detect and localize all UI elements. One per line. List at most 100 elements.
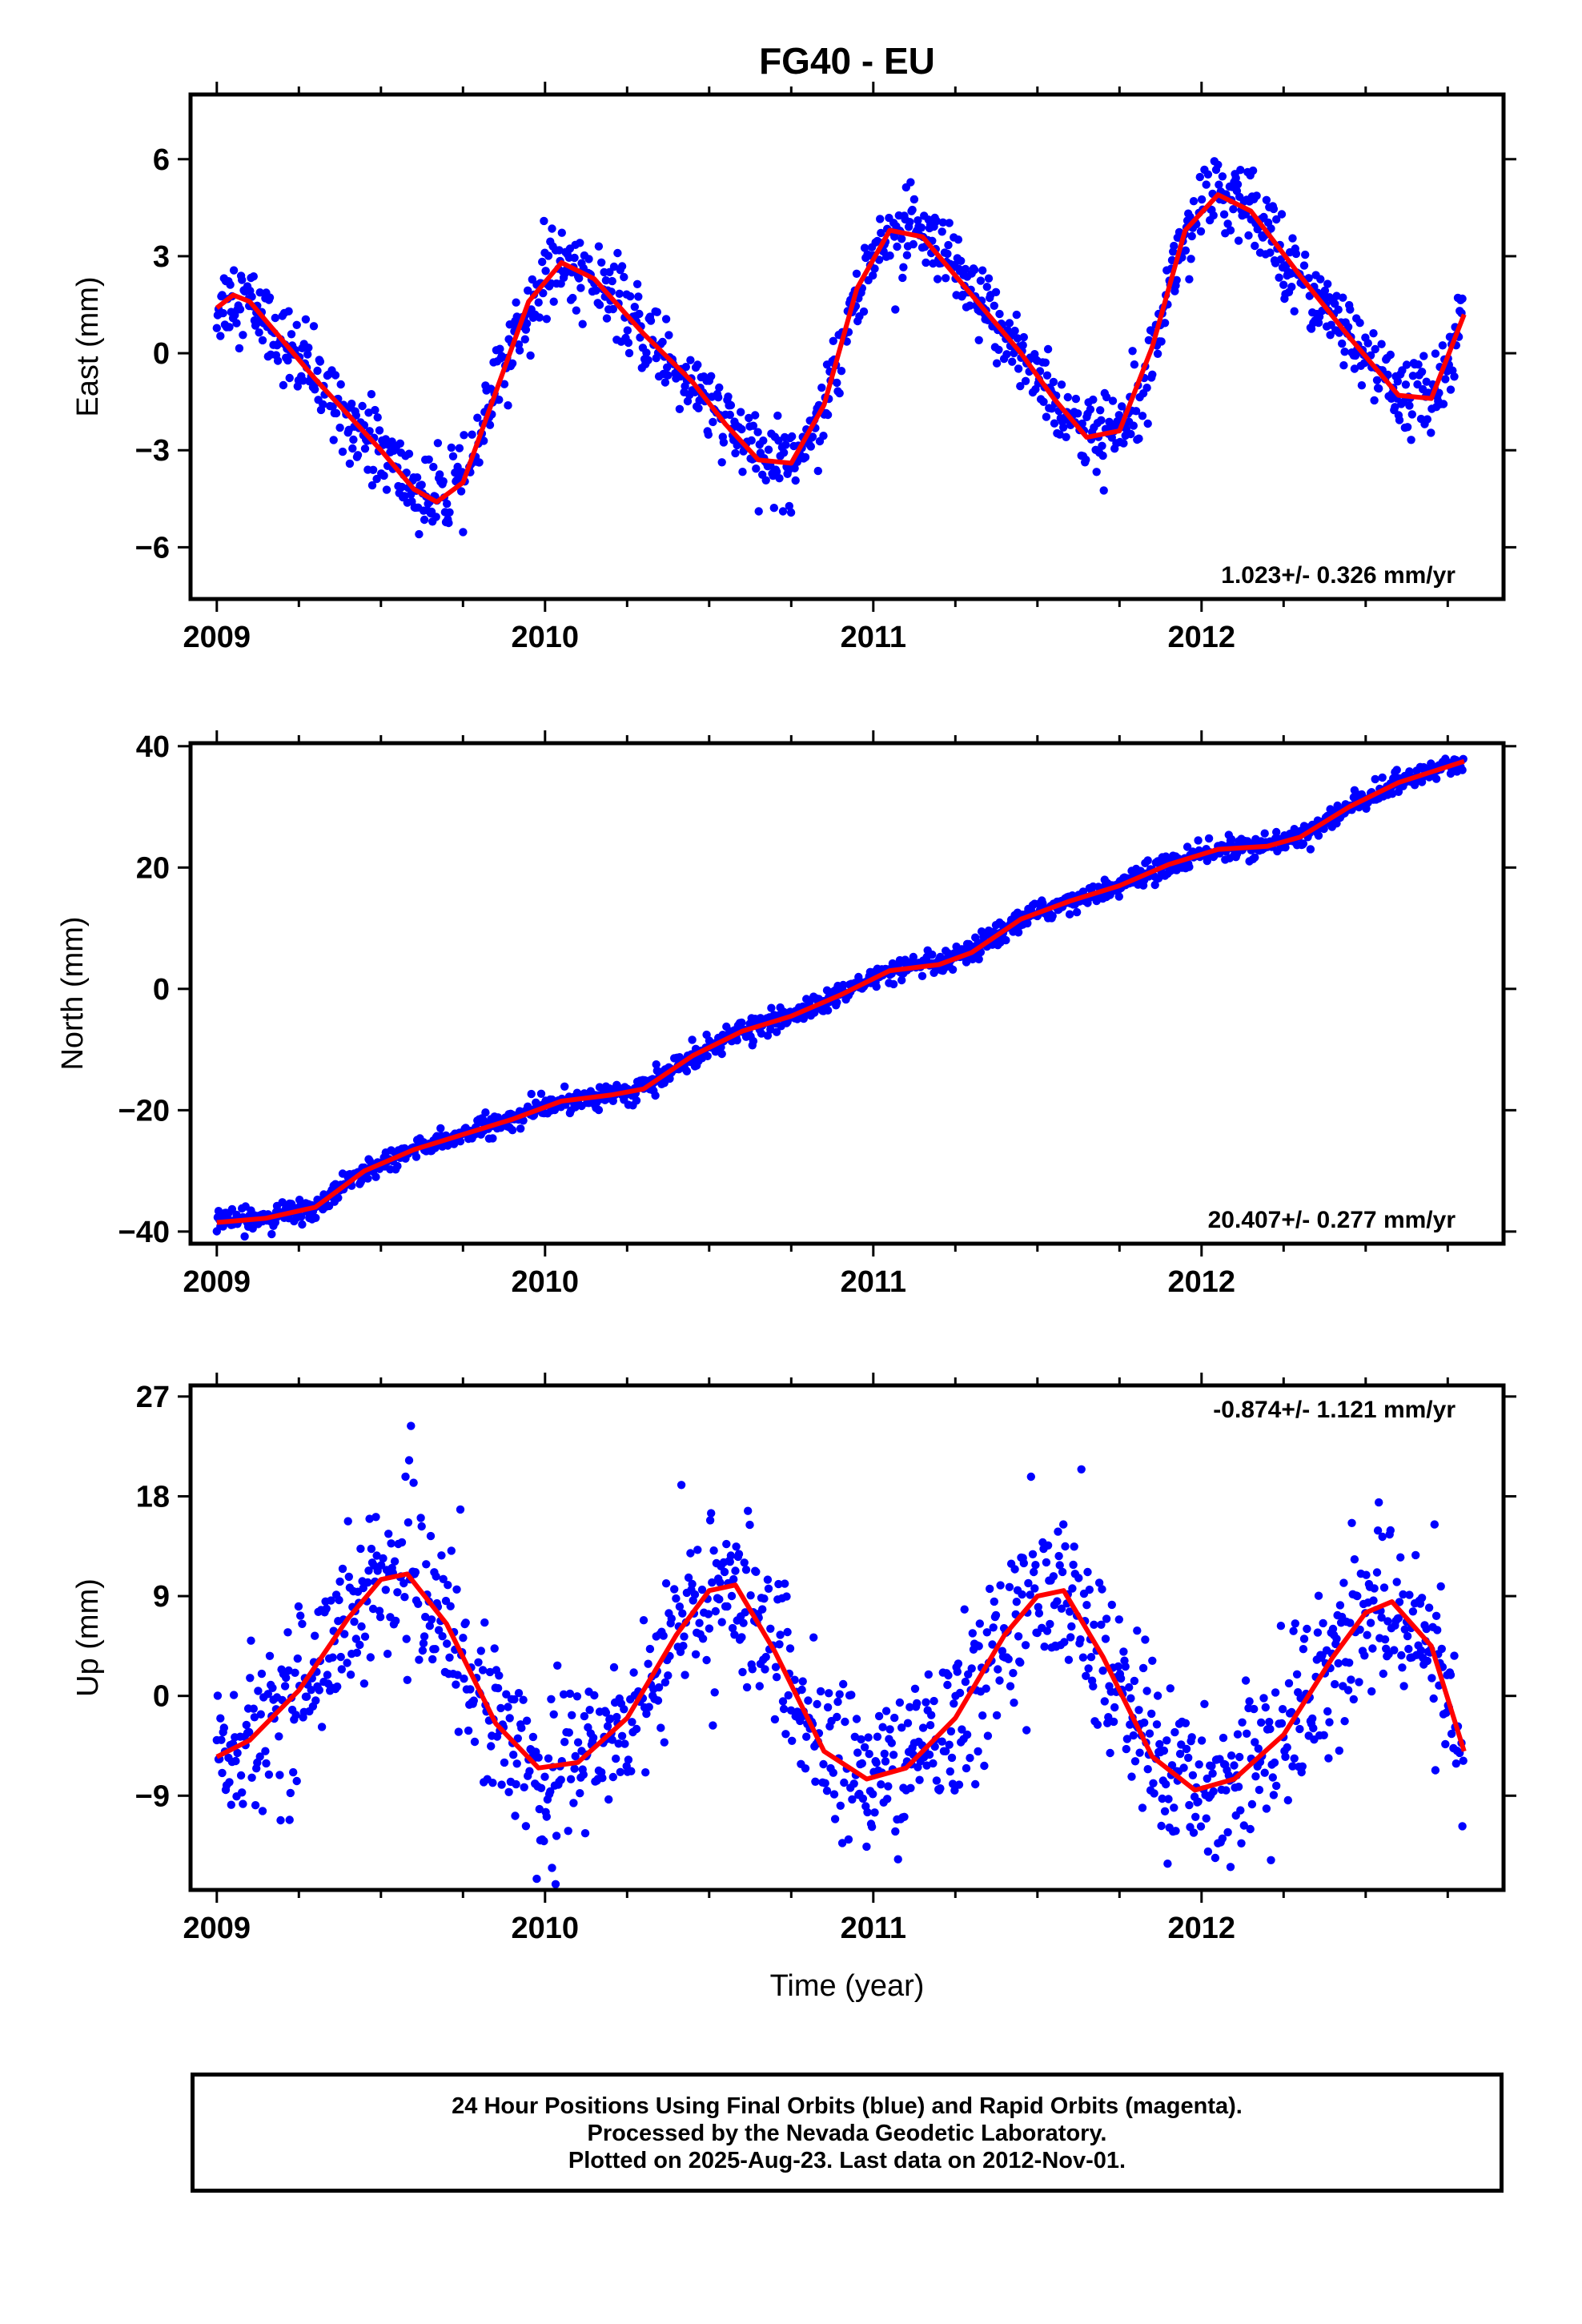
up-data-point <box>1109 1717 1118 1727</box>
up-data-point <box>1040 1642 1049 1651</box>
up-data-point <box>1171 1827 1180 1835</box>
east-data-point <box>753 428 762 436</box>
up-data-point <box>403 1675 412 1684</box>
up-data-point <box>1424 1603 1434 1612</box>
up-data-point <box>1375 1498 1383 1507</box>
up-data-point <box>1148 1656 1157 1665</box>
up-data-point <box>258 1807 267 1815</box>
up-data-point <box>519 1695 528 1704</box>
up-data-point <box>1141 1635 1150 1644</box>
up-data-point <box>1308 1714 1317 1723</box>
east-data-point <box>1181 246 1191 255</box>
up-data-point <box>1404 1644 1413 1654</box>
up-y-tick-label: 27 <box>136 1381 170 1414</box>
up-data-point <box>1153 1691 1162 1700</box>
up-data-point <box>1437 1644 1447 1654</box>
east-data-point <box>1244 231 1253 240</box>
up-data-point <box>1339 1578 1348 1587</box>
east-data-point <box>315 357 325 366</box>
up-data-point <box>779 1704 789 1714</box>
up-data-point <box>400 1593 409 1602</box>
up-data-point <box>1372 1568 1382 1577</box>
up-data-point <box>377 1561 386 1570</box>
up-data-point <box>620 1705 628 1714</box>
up-data-point <box>857 1759 867 1768</box>
east-data-point <box>1391 403 1399 412</box>
north-data-point <box>334 1193 343 1203</box>
east-data-point <box>349 435 358 444</box>
up-data-point <box>864 1733 873 1742</box>
east-data-point <box>576 283 585 292</box>
north-y-tick-label: 0 <box>153 973 170 1007</box>
up-data-point <box>1223 1827 1232 1837</box>
east-data-point <box>874 255 884 264</box>
up-data-point <box>546 1787 555 1796</box>
up-data-point <box>265 1651 275 1660</box>
up-data-point <box>1093 1720 1102 1729</box>
up-data-point <box>840 1778 849 1787</box>
up-data-point <box>932 1776 942 1785</box>
up-data-point <box>829 1768 838 1777</box>
east-data-point <box>726 400 736 410</box>
up-data-point <box>1447 1729 1456 1739</box>
up-data-point <box>942 1747 950 1755</box>
east-data-point <box>779 448 789 457</box>
east-data-point <box>1393 377 1403 386</box>
up-data-point <box>1150 1789 1158 1798</box>
up-data-point <box>1208 1769 1217 1778</box>
up-data-point <box>434 1626 444 1634</box>
east-data-point <box>808 432 817 441</box>
east-data-point <box>1275 273 1283 282</box>
east-data-point <box>1395 416 1404 424</box>
up-data-point <box>1218 1834 1227 1843</box>
up-data-point <box>549 1710 558 1719</box>
up-data-point <box>1392 1578 1401 1586</box>
up-data-point <box>418 1646 428 1655</box>
up-data-point <box>1175 1749 1185 1759</box>
north-data-point <box>393 1161 402 1171</box>
east-data-point <box>1269 204 1279 214</box>
up-data-point <box>420 1632 429 1641</box>
up-data-point <box>1133 1626 1142 1635</box>
up-data-point <box>411 1568 420 1577</box>
up-data-point <box>1397 1651 1406 1660</box>
east-data-point <box>1021 376 1030 385</box>
north-data-point <box>1143 856 1152 865</box>
up-data-point <box>1028 1550 1038 1559</box>
up-data-point <box>1355 1625 1364 1634</box>
up-data-point <box>1194 1797 1203 1806</box>
up-data-point <box>250 1713 259 1722</box>
north-data-point <box>889 979 898 989</box>
up-data-point <box>739 1618 748 1627</box>
north-data-point <box>833 998 841 1007</box>
up-data-point <box>809 1633 818 1642</box>
east-data-point <box>624 348 634 358</box>
east-data-point <box>1403 423 1412 432</box>
up-data-point <box>1054 1551 1063 1561</box>
up-data-point <box>677 1481 686 1490</box>
east-data-point <box>1197 195 1207 204</box>
up-data-point <box>1368 1644 1377 1653</box>
up-data-point <box>1283 1743 1291 1752</box>
up-data-point <box>317 1723 327 1731</box>
north-data-point <box>571 1103 580 1112</box>
north-data-point <box>917 971 927 981</box>
east-data-point <box>584 255 593 263</box>
up-data-point <box>608 1735 616 1744</box>
up-data-point <box>1230 1761 1239 1770</box>
up-data-point <box>1122 1744 1131 1754</box>
footer-line-1: 24 Hour Positions Using Final Orbits (bl… <box>452 2093 1243 2119</box>
north-y-tick-label: 40 <box>136 730 170 764</box>
up-data-point <box>375 1606 384 1615</box>
up-data-point <box>323 1671 332 1679</box>
up-data-point <box>1102 1614 1111 1623</box>
up-data-point <box>858 1794 868 1803</box>
up-data-point <box>1195 1760 1203 1769</box>
up-data-point <box>741 1566 751 1574</box>
east-data-point <box>1375 384 1383 393</box>
up-data-point <box>1278 1705 1287 1714</box>
east-data-point <box>788 432 797 441</box>
north-data-point <box>227 1204 237 1214</box>
east-data-point <box>265 293 275 302</box>
north-data-point <box>214 1207 223 1216</box>
